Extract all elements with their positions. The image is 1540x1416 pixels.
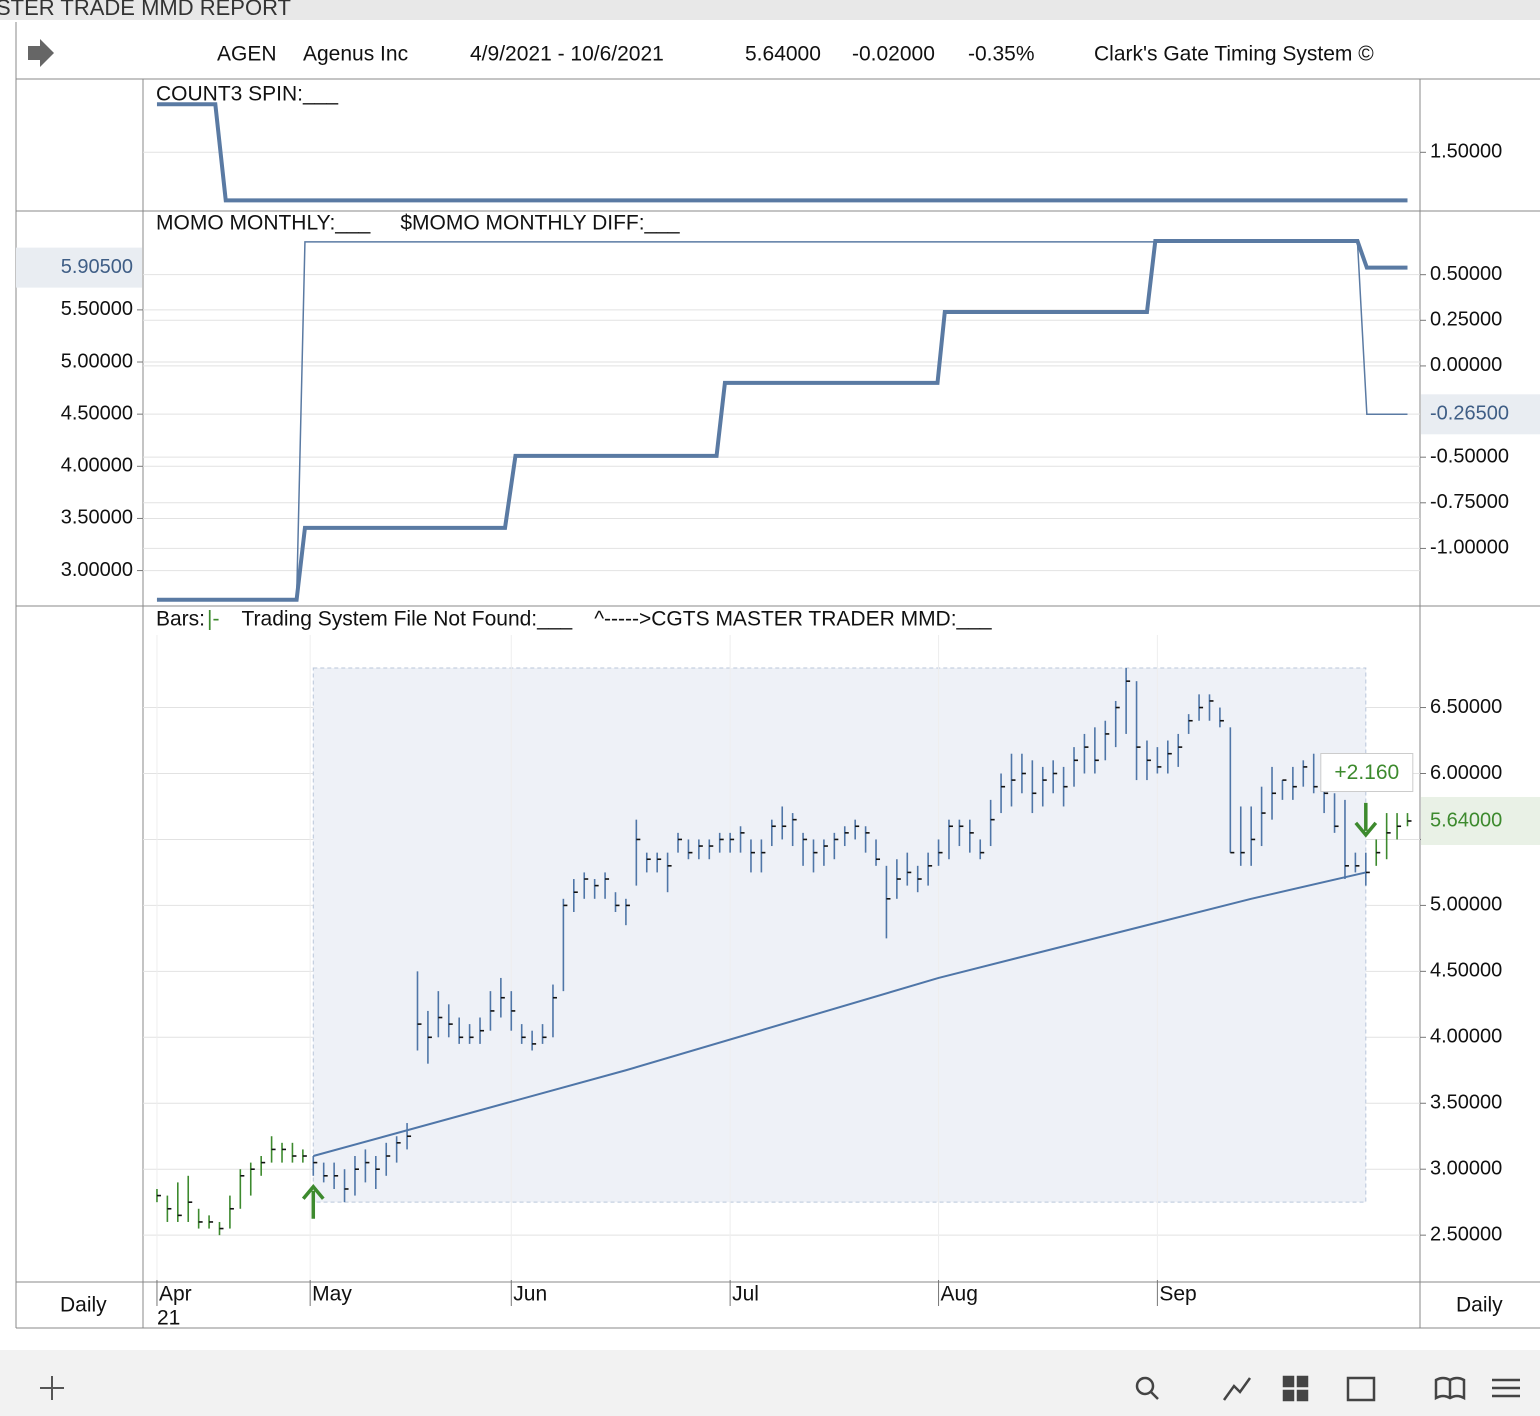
x-tick-label: Jun: [513, 1283, 547, 1306]
list-icon[interactable]: [1492, 1378, 1520, 1398]
y-tick-label: 5.50000: [61, 298, 133, 320]
y-tick-label: 0.00000: [1430, 354, 1502, 376]
period-right[interactable]: Daily: [1456, 1294, 1503, 1317]
series-line: [156, 241, 1408, 601]
panel-label: Bars:: [156, 608, 205, 631]
x-tick-label: Sep: [1159, 1283, 1196, 1306]
y-tick-label: 6.50000: [1430, 696, 1502, 718]
y-tick-label: 4.50000: [1430, 960, 1502, 982]
exit-arrow: [1354, 802, 1378, 838]
search-handle: [1150, 1391, 1159, 1400]
system-name: Clark's Gate Timing System ©: [1094, 43, 1374, 66]
value-tag: [1421, 394, 1540, 435]
panel-label: ^----->CGTS MASTER TRADER MMD:___: [594, 608, 992, 631]
y-tick-label: -1.00000: [1430, 537, 1509, 559]
y-tick-label: 3.00000: [61, 559, 133, 581]
value-tag-label: -0.26500: [1430, 403, 1509, 425]
layout-icon[interactable]: [1346, 1376, 1376, 1402]
x-tick-label: Jul: [732, 1283, 759, 1306]
y-tick-label: 4.50000: [61, 402, 133, 424]
x-tick-label: Aug: [941, 1283, 978, 1306]
x-tick-label: May: [312, 1283, 352, 1306]
value-tag: [16, 247, 142, 288]
y-tick-label: 6.00000: [1430, 762, 1502, 784]
y-tick-label: 5.00000: [61, 350, 133, 372]
y-tick-label: 5.00000: [1430, 894, 1502, 916]
series-line: [156, 239, 1408, 602]
grid-icon: [1282, 1389, 1295, 1402]
panel-label: |-: [207, 608, 219, 631]
arrow-icon[interactable]: [28, 39, 54, 67]
series-label: $MOMO MONTHLY DIFF:___: [400, 212, 680, 235]
symbol: AGEN: [217, 43, 277, 66]
grid-icon[interactable]: [1282, 1375, 1295, 1388]
value-tag-label: 5.90500: [61, 256, 133, 278]
window-title: STER TRADE MMD REPORT: [0, 0, 291, 20]
date-range: 4/9/2021 - 10/6/2021: [470, 43, 664, 66]
header: [16, 22, 1540, 80]
panel-label: Trading System File Not Found:___: [241, 608, 572, 631]
pnl-box: [1320, 752, 1414, 792]
y-tick-label: -0.50000: [1430, 445, 1509, 467]
trend-line: [313, 871, 1367, 1157]
x-tick-label: Apr: [159, 1283, 192, 1306]
last-price: 5.64000: [745, 43, 821, 66]
frame: [15, 22, 1540, 1329]
year-label: 21: [157, 1307, 180, 1330]
y-tick-label: 0.50000: [1430, 263, 1502, 285]
y-tick-label: 1.50000: [1430, 141, 1502, 163]
pnl-label: +2.160: [1334, 761, 1399, 784]
y-tick-label: 3.00000: [1430, 1157, 1502, 1179]
y-tick-label: 3.50000: [1430, 1092, 1502, 1114]
series-label: COUNT3 SPIN:___: [156, 83, 338, 106]
change: -0.02000: [852, 43, 935, 66]
trade-box: [312, 667, 1367, 1203]
grid-icon: [1296, 1389, 1309, 1402]
add-button[interactable]: [40, 1376, 64, 1400]
y-tick-label: 0.25000: [1430, 309, 1502, 331]
y-tick-label: -0.75000: [1430, 491, 1509, 513]
value-tag: [1421, 796, 1540, 845]
value-tag-label: 5.64000: [1430, 809, 1502, 831]
y-tick-label: 4.00000: [1430, 1026, 1502, 1048]
change-pct: -0.35%: [968, 43, 1035, 66]
period-left[interactable]: Daily: [60, 1294, 107, 1317]
series-line: [156, 102, 1408, 203]
y-tick-label: 3.50000: [61, 507, 133, 529]
search-icon[interactable]: [1135, 1376, 1155, 1396]
chart-icon[interactable]: [1222, 1377, 1252, 1401]
y-tick-label: 2.50000: [1430, 1223, 1502, 1245]
company: Agenus Inc: [303, 43, 408, 66]
title-bar: [0, 0, 1540, 20]
y-tick-label: 4.00000: [61, 455, 133, 477]
series-label: MOMO MONTHLY:___: [156, 212, 371, 235]
book-icon[interactable]: [1434, 1376, 1466, 1401]
entry-arrow: [301, 1184, 325, 1219]
toolbar: [0, 1350, 1540, 1416]
grid-icon: [1296, 1375, 1309, 1388]
